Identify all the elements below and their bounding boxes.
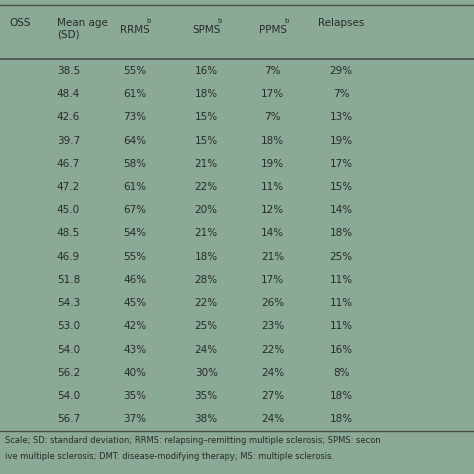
Text: 48.5: 48.5	[57, 228, 80, 238]
Text: 42.6: 42.6	[57, 112, 80, 122]
Text: Relapses: Relapses	[318, 18, 365, 28]
Text: 61%: 61%	[124, 182, 146, 192]
Text: 11%: 11%	[330, 275, 353, 285]
Text: 7%: 7%	[264, 66, 281, 76]
Text: 17%: 17%	[261, 89, 284, 99]
Text: 55%: 55%	[124, 252, 146, 262]
Text: 18%: 18%	[330, 391, 353, 401]
Text: Scale; SD: standard deviation; RRMS: relapsing–remitting multiple sclerosis; SPM: Scale; SD: standard deviation; RRMS: rel…	[5, 436, 381, 445]
Text: 22%: 22%	[261, 345, 284, 355]
Text: 24%: 24%	[261, 414, 284, 424]
Text: 35%: 35%	[195, 391, 218, 401]
Text: 21%: 21%	[195, 228, 218, 238]
Text: 47.2: 47.2	[57, 182, 80, 192]
Text: 23%: 23%	[261, 321, 284, 331]
Text: 19%: 19%	[330, 136, 353, 146]
Text: 27%: 27%	[261, 391, 284, 401]
Text: 15%: 15%	[330, 182, 353, 192]
Text: ive multiple sclerosis; DMT: disease-modifying therapy; MS: multiple sclerosis.: ive multiple sclerosis; DMT: disease-mod…	[5, 452, 334, 461]
Text: 28%: 28%	[195, 275, 218, 285]
Text: 11%: 11%	[330, 298, 353, 308]
Text: 8%: 8%	[333, 368, 349, 378]
Text: 46.7: 46.7	[57, 159, 80, 169]
Text: 22%: 22%	[195, 298, 218, 308]
Text: 18%: 18%	[195, 252, 218, 262]
Text: 53.0: 53.0	[57, 321, 80, 331]
Text: 16%: 16%	[195, 66, 218, 76]
Text: b: b	[146, 18, 151, 24]
Text: 18%: 18%	[261, 136, 284, 146]
Text: 15%: 15%	[195, 136, 218, 146]
Text: 37%: 37%	[124, 414, 146, 424]
Text: 54.0: 54.0	[57, 391, 80, 401]
Text: 54.0: 54.0	[57, 345, 80, 355]
Text: Mean age
(SD): Mean age (SD)	[57, 18, 108, 40]
Text: SPMS: SPMS	[192, 26, 220, 36]
Text: 21%: 21%	[195, 159, 218, 169]
Text: 30%: 30%	[195, 368, 218, 378]
Text: 24%: 24%	[261, 368, 284, 378]
Text: 7%: 7%	[264, 112, 281, 122]
Text: 7%: 7%	[333, 89, 349, 99]
Text: 56.2: 56.2	[57, 368, 80, 378]
Text: 56.7: 56.7	[57, 414, 80, 424]
Text: 17%: 17%	[261, 275, 284, 285]
Text: 17%: 17%	[330, 159, 353, 169]
Text: 46.9: 46.9	[57, 252, 80, 262]
Text: b: b	[218, 18, 222, 24]
Text: 42%: 42%	[124, 321, 146, 331]
Text: 11%: 11%	[330, 321, 353, 331]
Text: 46%: 46%	[124, 275, 146, 285]
Text: 29%: 29%	[330, 66, 353, 76]
Text: 11%: 11%	[261, 182, 284, 192]
Text: 45.0: 45.0	[57, 205, 80, 215]
Text: RRMS: RRMS	[120, 26, 150, 36]
Text: 67%: 67%	[124, 205, 146, 215]
Text: 38%: 38%	[195, 414, 218, 424]
Text: 24%: 24%	[195, 345, 218, 355]
Text: 45%: 45%	[124, 298, 146, 308]
Text: 54%: 54%	[124, 228, 146, 238]
Text: 14%: 14%	[261, 228, 284, 238]
Text: 18%: 18%	[330, 414, 353, 424]
Text: 20%: 20%	[195, 205, 218, 215]
Text: 48.4: 48.4	[57, 89, 80, 99]
Text: 61%: 61%	[124, 89, 146, 99]
Text: 35%: 35%	[124, 391, 146, 401]
Text: b: b	[284, 18, 288, 24]
Text: 16%: 16%	[330, 345, 353, 355]
Text: OSS: OSS	[9, 18, 31, 28]
Text: 18%: 18%	[330, 228, 353, 238]
Text: 73%: 73%	[124, 112, 146, 122]
Text: 58%: 58%	[124, 159, 146, 169]
Text: 54.3: 54.3	[57, 298, 80, 308]
Text: 39.7: 39.7	[57, 136, 80, 146]
Text: 13%: 13%	[330, 112, 353, 122]
Text: 18%: 18%	[195, 89, 218, 99]
Text: 25%: 25%	[330, 252, 353, 262]
Text: 15%: 15%	[195, 112, 218, 122]
Text: 25%: 25%	[195, 321, 218, 331]
Text: 22%: 22%	[195, 182, 218, 192]
Text: 21%: 21%	[261, 252, 284, 262]
Text: 38.5: 38.5	[57, 66, 80, 76]
Text: 40%: 40%	[124, 368, 146, 378]
Text: 51.8: 51.8	[57, 275, 80, 285]
Text: PPMS: PPMS	[258, 26, 287, 36]
Text: 55%: 55%	[124, 66, 146, 76]
Text: 12%: 12%	[261, 205, 284, 215]
Text: 19%: 19%	[261, 159, 284, 169]
Text: 14%: 14%	[330, 205, 353, 215]
Text: 43%: 43%	[124, 345, 146, 355]
Text: 26%: 26%	[261, 298, 284, 308]
Text: 64%: 64%	[124, 136, 146, 146]
